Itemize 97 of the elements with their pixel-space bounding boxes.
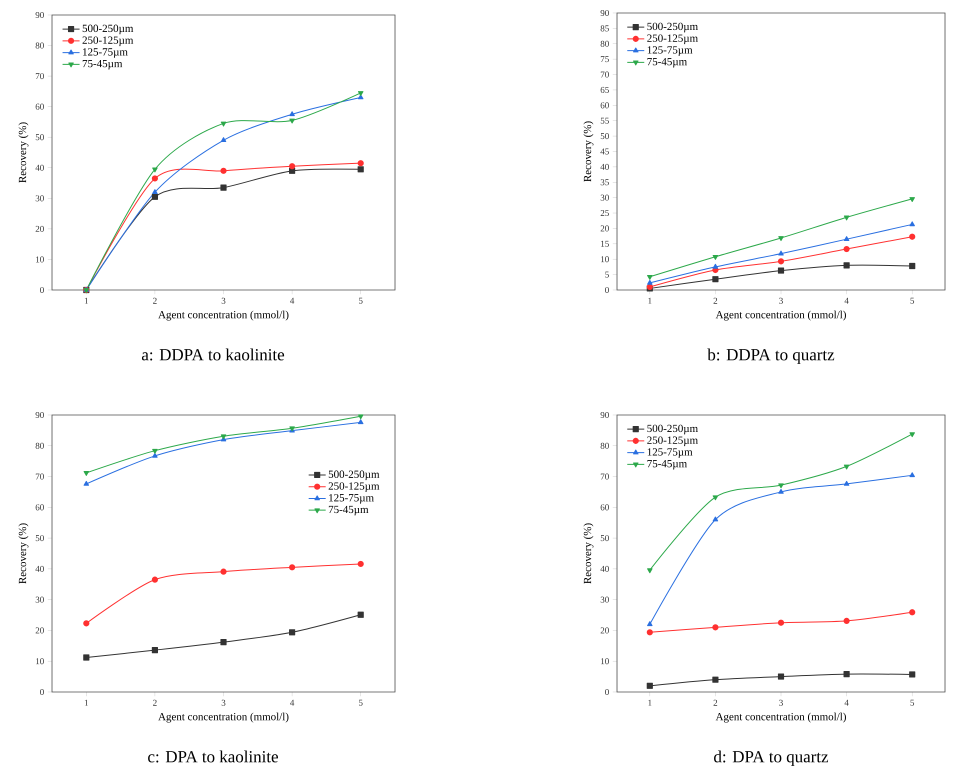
x-tick-label: 2 <box>714 700 718 706</box>
legend-label: 125-75µm <box>648 448 692 458</box>
y-tick-label: 10 <box>601 658 609 664</box>
y-axis-title: Recovery (%) <box>583 121 594 182</box>
y-tick-label: 30 <box>600 194 609 201</box>
x-tick-label: 2 <box>153 700 157 706</box>
y-tick-label: 85 <box>600 25 609 32</box>
x-tick-label: 5 <box>358 700 363 706</box>
y-tick-label: 60 <box>600 102 609 108</box>
y-tick-label: 60 <box>36 504 44 510</box>
y-axis-title: Recovery (%) <box>18 523 28 584</box>
y-tick-label: 80 <box>36 442 44 449</box>
x-tick-label: 4 <box>290 298 294 304</box>
legend-label: 75-45µm <box>647 58 687 68</box>
y-tick-label: 70 <box>36 474 44 480</box>
y-tick-label: 75 <box>600 56 609 62</box>
y-tick-label: 80 <box>600 442 609 449</box>
y-tick-label: 20 <box>36 627 44 634</box>
x-tick-label: 2 <box>153 298 157 304</box>
legend-label: 500-250µm <box>82 24 134 34</box>
y-tick-label: 0 <box>40 688 44 696</box>
y-tick-label: 40 <box>600 164 609 170</box>
y-tick-label: 60 <box>36 104 44 110</box>
legend-label: 250-125µm <box>328 482 380 492</box>
x-tick-label: 3 <box>779 700 783 706</box>
x-tick-label: 4 <box>844 700 849 706</box>
x-tick-label: 4 <box>290 700 294 706</box>
y-tick-label: 30 <box>600 596 609 603</box>
y-tick-label: 35 <box>600 179 609 186</box>
text: a: DDPA to kaolinite <box>142 348 284 360</box>
x-tick-label: 5 <box>910 700 914 706</box>
y-tick-label: 70 <box>600 474 609 480</box>
x-tick-label: 2 <box>714 298 718 304</box>
x-axis-title: Agent concentration (mmol/l) <box>158 712 288 723</box>
x-tick-label: 1 <box>84 298 88 304</box>
x-axis-title: Agent concentration (mmol/l) <box>716 712 846 723</box>
y-tick-label: 65 <box>600 86 609 93</box>
x-tick-label: 1 <box>648 298 652 304</box>
y-tick-label: 10 <box>36 658 44 664</box>
y-tick-label: 20 <box>600 627 609 634</box>
y-tick-label: 50 <box>600 133 609 140</box>
y-tick-label: 10 <box>601 256 609 262</box>
y-tick-label: 30 <box>36 596 44 603</box>
text: b: DDPA to quartz <box>707 348 834 364</box>
y-axis-title: Recovery (%) <box>18 122 28 183</box>
x-tick-label: 4 <box>844 298 849 304</box>
y-tick-label: 0 <box>605 688 609 696</box>
y-tick-label: 0 <box>40 286 44 294</box>
y-tick-label: 25 <box>600 210 609 216</box>
y-tick-label: 40 <box>600 566 609 572</box>
y-tick-label: 70 <box>600 72 609 78</box>
y-tick-label: 50 <box>36 134 44 140</box>
y-tick-label: 90 <box>36 412 44 418</box>
y-tick-label: 0 <box>605 286 609 294</box>
y-tick-label: 90 <box>36 12 44 18</box>
x-tick-label: 1 <box>648 700 652 706</box>
y-tick-label: 90 <box>600 10 609 16</box>
y-tick-label: 40 <box>35 164 44 171</box>
legend-label: 250-125µm <box>647 34 698 44</box>
x-tick-label: 1 <box>84 700 88 706</box>
y-tick-label: 30 <box>36 195 44 202</box>
x-axis-title: Agent concentration (mmol/l) <box>716 310 846 321</box>
y-tick-label: 10 <box>36 256 44 262</box>
legend-label: 75-45µm <box>328 506 368 516</box>
legend-label: 500-250µm <box>647 424 698 434</box>
y-tick-label: 40 <box>35 566 44 572</box>
legend-label: 125-75µm <box>648 46 692 56</box>
legend-label: 75-45µm <box>82 60 122 70</box>
x-tick-label: 3 <box>222 298 226 304</box>
y-tick-label: 90 <box>600 412 609 418</box>
legend-label: 125-75µm <box>329 494 374 504</box>
legend-label: 250-125µm <box>82 36 134 46</box>
y-tick-label: 80 <box>36 42 44 49</box>
y-tick-label: 20 <box>36 226 44 232</box>
text: d: DPA to quartz <box>714 750 828 766</box>
legend-label: 250-125µm <box>647 436 698 446</box>
x-tick-label: 3 <box>779 298 783 304</box>
legend-label: 500-250µm <box>647 22 698 32</box>
y-tick-label: 50 <box>36 535 44 542</box>
x-tick-label: 5 <box>910 298 914 304</box>
y-axis-title: Recovery (%) <box>583 523 594 584</box>
x-tick-label: 5 <box>358 298 363 304</box>
y-tick-label: 60 <box>600 504 609 510</box>
legend-label: 500-250µm <box>328 470 380 480</box>
y-tick-label: 80 <box>600 40 609 47</box>
y-tick-label: 55 <box>600 118 609 124</box>
legend-label: 75-45µm <box>647 460 687 470</box>
y-tick-label: 70 <box>36 73 44 80</box>
y-tick-label: 5 <box>605 272 609 278</box>
y-tick-label: 50 <box>600 535 609 542</box>
y-tick-label: 20 <box>600 225 609 232</box>
text: c: DPA to kaolinite <box>148 750 278 762</box>
x-axis-title: Agent concentration (mmol/l) <box>158 310 288 321</box>
y-tick-label: 15 <box>601 240 609 247</box>
legend-label: 125-75µm <box>83 48 128 58</box>
x-tick-label: 3 <box>222 700 226 706</box>
y-tick-label: 45 <box>600 148 609 154</box>
